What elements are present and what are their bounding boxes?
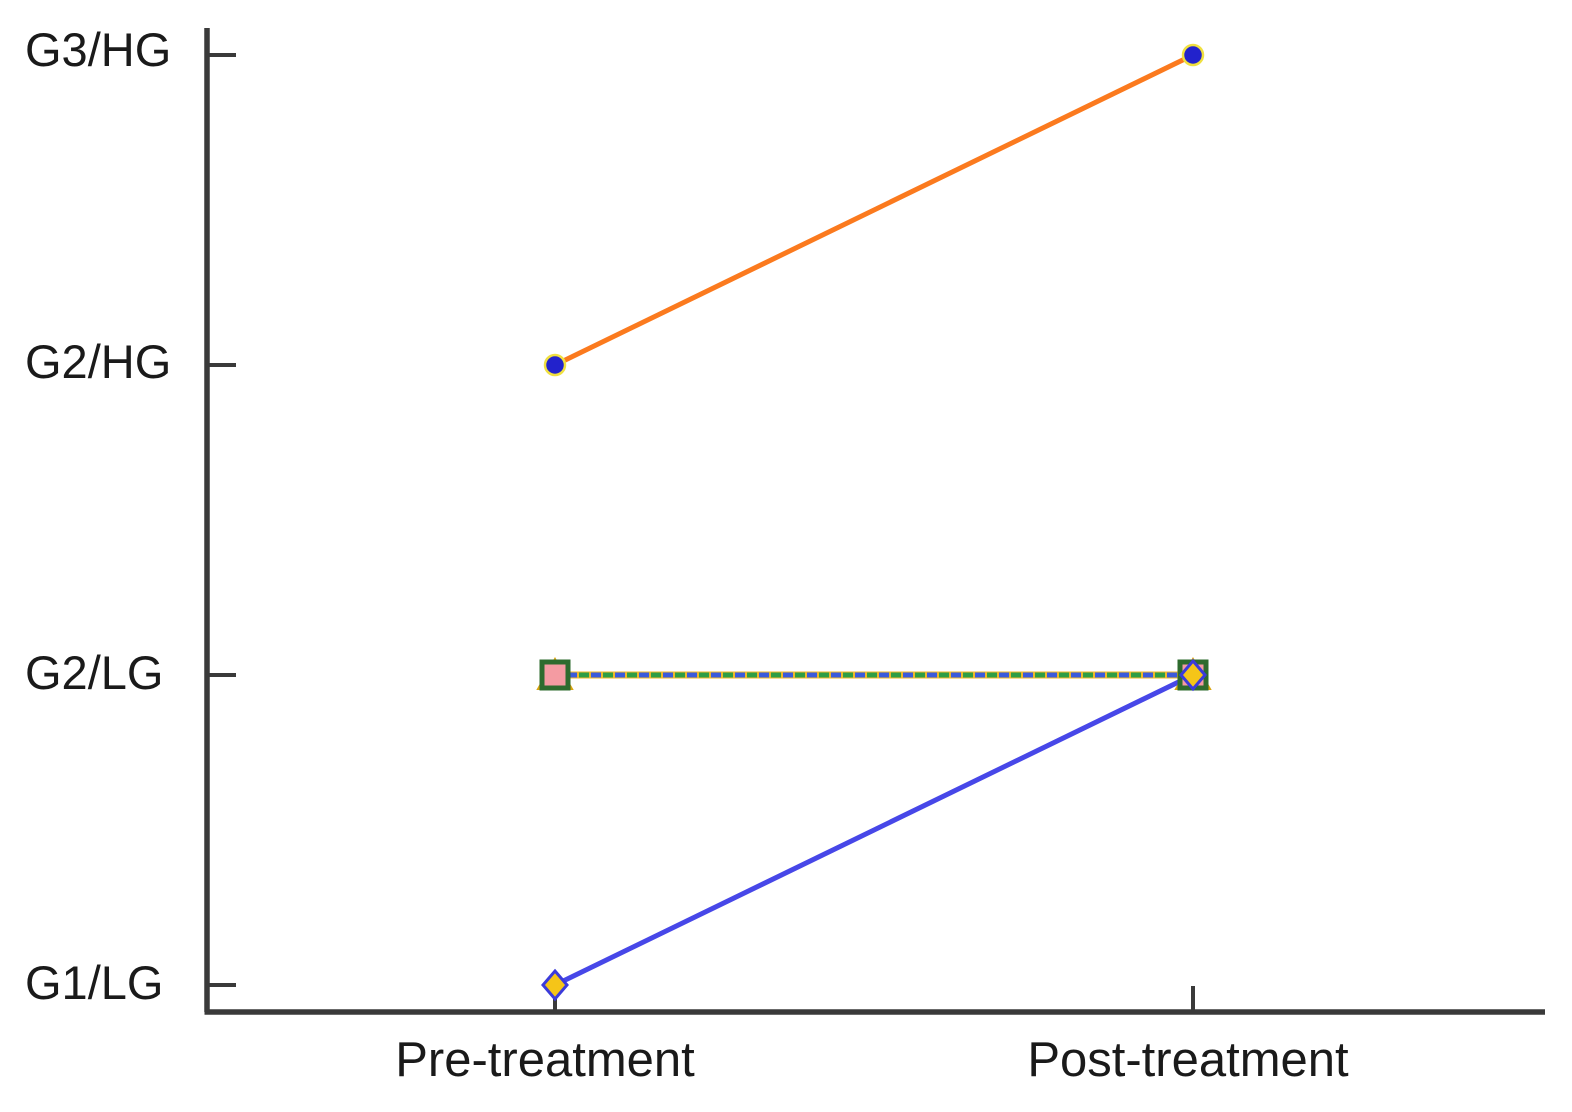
x-axis-label-pre-treatment: Pre-treatment	[395, 1033, 695, 1087]
marker-diamond	[541, 968, 569, 1002]
y-axis-label-g2hg: G2/HG	[25, 335, 172, 388]
y-axis-label-g3hg: G3/HG	[25, 23, 172, 76]
series-line	[553, 52, 1195, 368]
y-axis-label-g2lg: G2/LG	[25, 646, 164, 699]
marker-circle	[543, 353, 567, 377]
series-line	[553, 672, 1195, 988]
x-axis-label-post-treatment: Post-treatment	[1027, 1033, 1349, 1087]
marker-circle	[1181, 43, 1205, 67]
marker-square	[539, 659, 571, 691]
y-axis-label-g1lg: G1/LG	[25, 956, 164, 1009]
marker-diamond	[1179, 658, 1207, 692]
